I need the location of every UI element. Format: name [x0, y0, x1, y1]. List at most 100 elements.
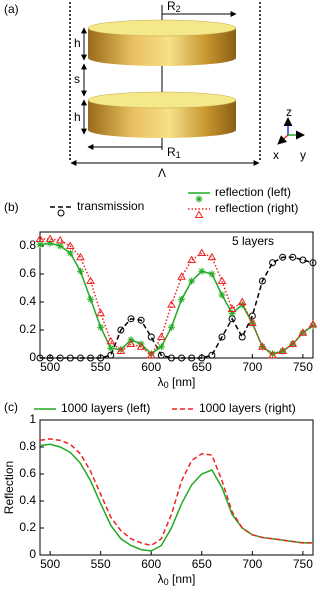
- marker: [107, 351, 115, 359]
- x-tick-label: 700: [242, 360, 262, 374]
- s-label: s: [74, 72, 80, 86]
- marker: [194, 210, 204, 218]
- marker: [198, 354, 206, 362]
- annotation: 5 layers: [232, 234, 274, 248]
- x-tick-label: 750: [293, 557, 313, 571]
- y-tick-label: 1: [29, 412, 36, 426]
- series-line: [39, 242, 314, 355]
- marker: [258, 342, 267, 350]
- y-tick-label: 0: [29, 547, 36, 561]
- r1-label: R1: [167, 145, 181, 160]
- symbol: R: [167, 145, 176, 159]
- marker: [195, 195, 203, 203]
- marker: [188, 277, 196, 285]
- marker: [55, 235, 65, 244]
- x-tick-label: 650: [192, 557, 212, 571]
- subscript: 0: [164, 380, 169, 390]
- marker: [308, 319, 317, 328]
- x-tick-label: 500: [40, 557, 60, 571]
- marker: [156, 332, 166, 340]
- plot-frame: [39, 231, 314, 359]
- y-label: y: [300, 148, 306, 162]
- marker: [147, 350, 155, 358]
- subscript: 2: [176, 4, 181, 14]
- marker: [117, 326, 125, 334]
- x-tick-label: 700: [242, 557, 262, 571]
- diagram: (a) R2 R1 h s h Λ z x y: [4, 0, 306, 180]
- marker: [258, 277, 266, 285]
- marker: [178, 295, 186, 303]
- y-tick-label: 0.2: [19, 322, 36, 336]
- panel-label: (a): [4, 2, 19, 16]
- marker: [309, 322, 317, 330]
- marker: [76, 252, 85, 261]
- marker: [248, 319, 256, 327]
- marker: [147, 333, 155, 341]
- marker: [247, 318, 257, 326]
- marker: [188, 354, 196, 362]
- series-line: [39, 438, 313, 547]
- marker: [228, 309, 236, 317]
- y-tick-label: 0.8: [19, 439, 36, 453]
- x-tick-label: 500: [40, 360, 60, 374]
- marker: [279, 253, 287, 261]
- x-axis: [277, 134, 289, 145]
- r2-label: R2: [167, 0, 181, 14]
- marker: [36, 241, 44, 249]
- series-line: [40, 256, 314, 359]
- cylinder-bottom: [87, 91, 237, 138]
- marker: [107, 344, 115, 352]
- series-line: [39, 443, 313, 552]
- marker: [288, 339, 298, 347]
- marker: [56, 354, 64, 362]
- marker: [46, 239, 54, 247]
- symbol: λ: [158, 375, 164, 389]
- marker: [36, 354, 44, 362]
- marker: [97, 354, 105, 362]
- h-label: h: [74, 36, 81, 50]
- marker: [227, 304, 237, 312]
- y-tick-label: 0.4: [19, 493, 36, 507]
- marker: [157, 343, 165, 351]
- y-tick-label: 0.6: [19, 466, 36, 480]
- marker: [208, 270, 216, 278]
- y-axis-label: Reflection: [2, 461, 16, 514]
- marker: [146, 350, 156, 359]
- marker: [116, 346, 126, 354]
- y-tick-label: 0.6: [19, 266, 36, 280]
- x-label: x: [273, 148, 279, 162]
- marker: [57, 209, 65, 217]
- legend-label: 1000 layers (right): [199, 401, 296, 415]
- marker: [197, 248, 207, 256]
- marker: [238, 333, 246, 341]
- marker: [66, 354, 74, 362]
- marker: [207, 252, 217, 261]
- marker: [309, 259, 317, 267]
- marker: [87, 295, 95, 303]
- marker: [269, 350, 277, 358]
- marker: [35, 234, 45, 242]
- series-line: [40, 238, 314, 357]
- marker: [126, 339, 136, 347]
- marker: [87, 354, 95, 362]
- marker: [96, 308, 106, 317]
- marker: [298, 328, 308, 336]
- marker: [56, 242, 64, 250]
- panel-label: (c): [4, 400, 18, 414]
- marker: [208, 351, 216, 359]
- panel-label: (b): [4, 200, 19, 214]
- x-tick-label: 650: [192, 360, 212, 374]
- marker: [167, 354, 175, 362]
- plot-frame: [39, 419, 314, 556]
- marker: [86, 276, 95, 284]
- marker: [136, 342, 146, 350]
- marker: [167, 300, 176, 308]
- marker: [76, 354, 84, 362]
- subscript: 0: [164, 577, 169, 587]
- cylinder-top: [87, 19, 237, 66]
- subscript: 1: [176, 150, 181, 160]
- marker: [217, 276, 227, 284]
- x-tick-label: 550: [91, 360, 111, 374]
- x-axis-label: λ0 [nm]: [158, 375, 196, 390]
